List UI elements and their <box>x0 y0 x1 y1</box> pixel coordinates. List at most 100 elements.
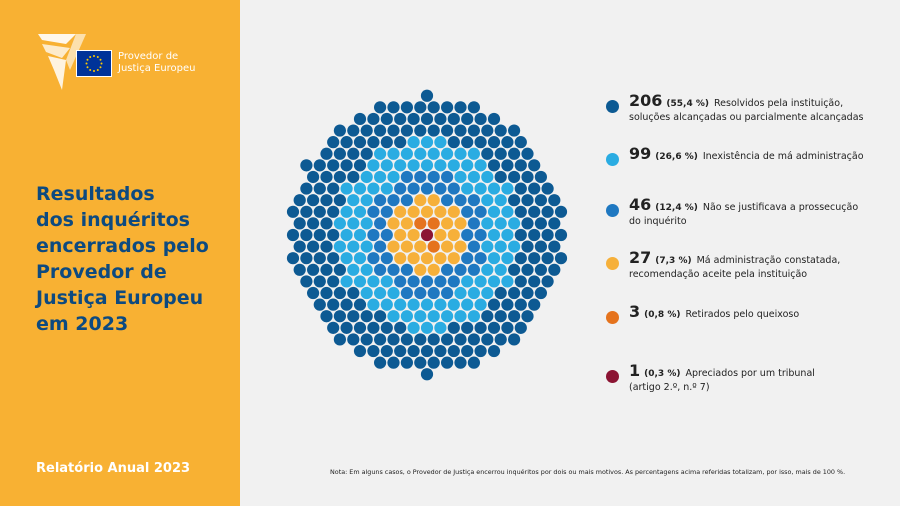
legend-count: 1 <box>629 361 641 380</box>
chart-dot <box>407 182 420 195</box>
chart-dot <box>347 310 360 323</box>
chart-dot <box>420 344 434 358</box>
chart-dot <box>554 205 568 218</box>
chart-dot <box>394 321 407 334</box>
chart-dot <box>407 275 420 288</box>
chart-dot <box>420 182 434 195</box>
legend-dot <box>606 153 619 166</box>
chart-dot <box>494 286 507 300</box>
chart-dot <box>353 205 367 218</box>
chart-dot <box>360 286 373 300</box>
chart-dot <box>474 298 487 311</box>
dot-chart <box>286 89 568 381</box>
chart-dot <box>394 205 407 218</box>
chart-dot <box>347 170 360 184</box>
chart-dot <box>481 194 494 207</box>
chart-dot <box>434 321 447 334</box>
chart-dot <box>541 205 554 218</box>
chart-dot <box>307 194 320 207</box>
chart-dot <box>494 333 507 346</box>
chart-dot <box>541 252 554 265</box>
chart-dot <box>528 228 541 242</box>
chart-dot <box>347 333 360 346</box>
org-name-line1: Provedor de <box>118 51 179 62</box>
chart-dot <box>447 275 460 288</box>
chart-dot <box>548 263 561 276</box>
footnote: Nota: Em alguns casos, o Provedor de Jus… <box>330 468 846 476</box>
chart-dot <box>347 263 360 276</box>
sidebar: Provedor de Justiça Europeu Resultados d… <box>0 0 240 506</box>
chart-dot <box>487 344 501 358</box>
chart-dot <box>501 228 514 242</box>
chart-dot <box>333 286 346 300</box>
chart-dot <box>528 252 541 265</box>
chart-dot <box>400 170 413 184</box>
legend-label: Inexistência de má administração <box>702 151 864 162</box>
chart-dot <box>501 321 514 334</box>
chart-dot <box>494 147 507 160</box>
chart-dot <box>387 333 400 346</box>
chart-dot <box>528 182 541 195</box>
report-label: Relatório Anual 2023 <box>36 461 191 476</box>
chart-dot <box>454 333 467 346</box>
chart-dot <box>474 112 487 126</box>
chart-dot <box>387 124 400 137</box>
chart-dot <box>501 252 514 265</box>
chart-dot <box>407 321 420 334</box>
chart-dot <box>394 298 407 311</box>
chart-dot <box>367 112 380 126</box>
chart-dot <box>521 217 534 230</box>
chart-dot <box>434 252 447 265</box>
chart-dot <box>353 136 367 149</box>
chart-dot <box>441 194 454 207</box>
chart-dot <box>333 240 346 253</box>
chart-dot <box>474 252 487 265</box>
chart-dot <box>461 136 474 149</box>
chart-dot <box>467 286 480 300</box>
chart-dot <box>360 217 373 230</box>
chart-dot <box>521 310 534 323</box>
chart-dot <box>414 217 427 230</box>
chart-dot <box>508 217 521 230</box>
chart-dot <box>528 298 541 311</box>
chart-dot <box>454 101 467 114</box>
chart-dot <box>487 228 501 242</box>
chart-dot <box>554 228 568 242</box>
chart-dot <box>347 194 360 207</box>
chart-dot <box>508 310 521 323</box>
chart-dot <box>374 310 387 323</box>
chart-dot <box>340 136 353 149</box>
chart-dot <box>327 252 340 265</box>
legend-label: Má administração constatada, <box>696 255 841 266</box>
chart-dot <box>387 263 400 276</box>
chart-dot <box>286 252 300 265</box>
chart-dot <box>508 333 521 346</box>
chart-dot <box>487 205 501 218</box>
chart-dot <box>367 344 380 358</box>
chart-dot <box>320 194 333 207</box>
chart-dot <box>293 217 306 230</box>
chart-dot <box>441 240 454 253</box>
chart-dot <box>474 321 487 334</box>
chart-dot <box>501 298 514 311</box>
chart-dot <box>307 217 320 230</box>
chart-dot <box>414 124 427 137</box>
chart-dot <box>461 159 474 172</box>
chart-dot <box>327 321 340 334</box>
chart-dot <box>481 217 494 230</box>
chart-dot <box>514 321 527 334</box>
page-title: Resultados dos inquéritos encerrados pel… <box>36 181 236 337</box>
chart-dot <box>327 205 340 218</box>
chart-dot <box>461 182 474 195</box>
chart-dot <box>494 263 507 276</box>
title-line: Provedor de <box>36 261 167 283</box>
chart-dot <box>454 217 467 230</box>
chart-dot <box>534 286 547 300</box>
chart-dot <box>327 136 340 149</box>
chart-dot <box>414 286 427 300</box>
chart-dot <box>374 263 387 276</box>
chart-dot <box>521 240 534 253</box>
chart-dot <box>353 298 367 311</box>
chart-dot <box>394 252 407 265</box>
chart-dot <box>353 252 367 265</box>
